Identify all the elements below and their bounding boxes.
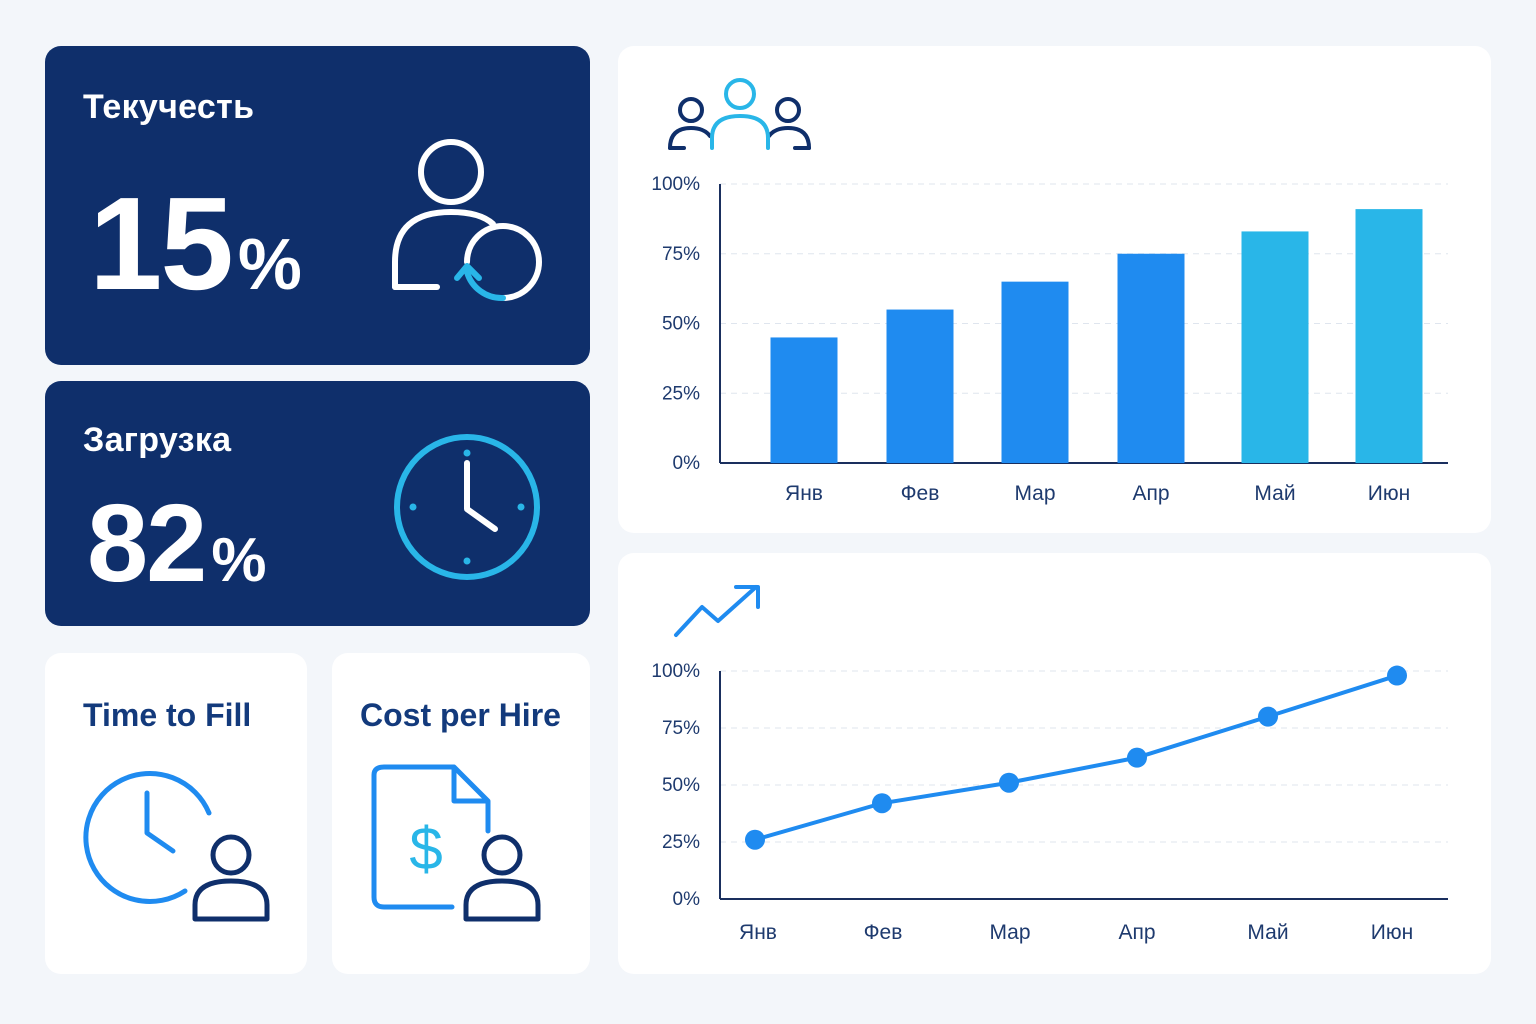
x-tick-label: Апр — [1118, 921, 1155, 944]
kpi-card-turnover: Текучесть 15% — [45, 46, 590, 365]
x-tick-label: Май — [1247, 921, 1288, 944]
document-dollar-user-icon: $ — [371, 764, 541, 922]
data-point — [1387, 665, 1407, 686]
metric-title: Cost per Hire — [360, 697, 561, 733]
data-point — [745, 829, 765, 850]
kpi-unit: % — [211, 526, 267, 595]
x-tick-label: Янв — [739, 921, 777, 944]
x-tick-label: Апр — [1132, 482, 1169, 505]
clock-icon — [394, 434, 540, 580]
y-tick-label: 0% — [673, 453, 701, 474]
x-tick-label: Мар — [1014, 482, 1055, 505]
kpi-value: 82% — [87, 489, 267, 599]
y-tick-label: 25% — [662, 832, 700, 853]
bar — [770, 337, 838, 463]
line-chart: 0% 25% 50% 75% 100% Янв Фев Мар Апр Май Июн — [651, 661, 1448, 944]
data-point — [1127, 747, 1147, 768]
bar — [1001, 281, 1069, 463]
x-tick-label: Май — [1254, 482, 1295, 505]
metric-card-time-to-fill: Time to Fill — [45, 653, 307, 974]
team-icon — [668, 78, 811, 150]
x-tick-label: Мар — [989, 921, 1030, 944]
kpi-title: Загрузка — [83, 421, 232, 459]
trend-up-icon — [674, 585, 760, 637]
y-tick-label: 0% — [673, 889, 701, 910]
kpi-title: Текучесть — [83, 88, 255, 126]
data-point — [999, 772, 1019, 793]
y-tick-label: 100% — [651, 174, 700, 195]
y-tick-label: 50% — [662, 775, 700, 796]
kpi-card-workload: Загрузка 82% — [45, 381, 590, 626]
svg-text:$: $ — [409, 815, 442, 882]
kpi-value: 15% — [89, 178, 302, 310]
user-refresh-icon — [392, 139, 542, 302]
kpi-unit: % — [237, 225, 302, 305]
kpi-number: 15 — [89, 170, 234, 317]
x-tick-label: Янв — [785, 482, 823, 505]
bar — [886, 309, 954, 463]
x-tick-label: Фев — [864, 921, 903, 944]
clock-user-icon — [83, 771, 270, 922]
y-tick-label: 25% — [662, 383, 700, 404]
bar — [1117, 253, 1185, 463]
kpi-number: 82 — [87, 482, 207, 605]
y-tick-label: 100% — [651, 661, 700, 682]
x-tick-label: Июн — [1371, 921, 1413, 944]
line-chart-card: 0% 25% 50% 75% 100% Янв Фев Мар Апр Май Июн — [618, 553, 1491, 974]
bar-chart: 0% 25% 50% 75% 100% Янв Фев Мар Апр Май Июн — [651, 174, 1448, 505]
y-tick-label: 50% — [662, 314, 700, 335]
y-tick-label: 75% — [662, 244, 700, 265]
series-line — [754, 673, 1398, 842]
metric-title: Time to Fill — [83, 697, 252, 733]
metric-card-cost-per-hire: Cost per Hire $ — [332, 653, 590, 974]
data-point — [872, 793, 892, 814]
bar — [1355, 209, 1423, 463]
x-tick-label: Фев — [901, 482, 940, 505]
bar-chart-card: 0% 25% 50% 75% 100% Янв Фев Мар Апр Май Июн — [618, 46, 1491, 533]
data-point — [1258, 706, 1278, 727]
y-tick-label: 75% — [662, 718, 700, 739]
x-tick-label: Июн — [1368, 482, 1410, 505]
bar — [1241, 231, 1309, 463]
